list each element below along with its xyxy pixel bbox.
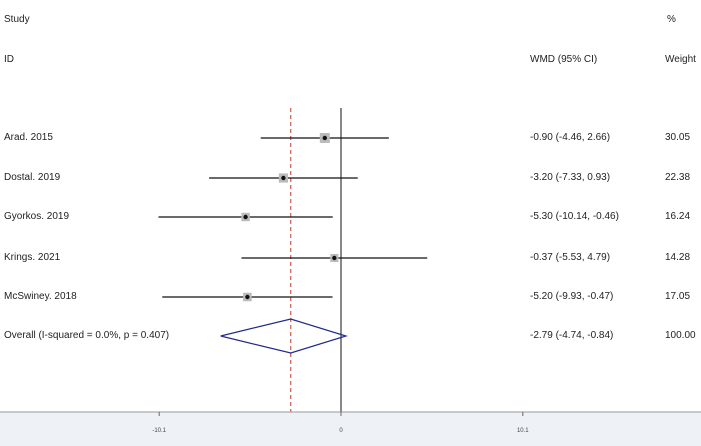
study-point [281,175,286,181]
study-weight: 22.38 [665,172,691,183]
study-ci-text: -0.90 (-4.46, 2.66) [530,132,611,143]
study-label: Gyorkos. 2019 [4,211,70,222]
x-tick-label: 10.1 [517,428,529,434]
study-ci-text: -0.37 (-5.53, 4.79) [530,252,611,263]
header-weight-percent: % [667,14,676,25]
study-point [322,135,327,141]
overall-ci-text: -2.79 (-4.74, -0.84) [530,330,614,341]
study-ci-text: -5.30 (-10.14, -0.46) [530,211,619,222]
axis-band [0,412,701,446]
study-label: Arad. 2015 [4,132,53,143]
overall-weight: 100.00 [665,330,696,341]
study-label: Dostal. 2019 [4,172,61,183]
overall-label: Overall (I-squared = 0.0%, p = 0.407) [4,330,170,341]
header-ci: WMD (95% CI) [530,54,598,65]
study-label: McSwiney. 2018 [4,291,77,302]
study-weight: 30.05 [665,132,691,143]
study-weight: 16.24 [665,211,691,222]
study-ci-text: -5.20 (-9.93, -0.47) [530,291,614,302]
study-weight: 17.05 [665,291,691,302]
header-weight: Weight [665,54,696,65]
header-id: ID [4,54,14,65]
x-tick-label: 0 [339,428,343,434]
study-ci-text: -3.20 (-7.33, 0.93) [530,172,611,183]
study-weight: 14.28 [665,252,691,263]
study-label: Krings. 2021 [4,252,61,263]
header-study: Study [4,14,30,25]
x-tick-label: -10.1 [152,428,166,434]
study-point [245,294,250,300]
overall-diamond [220,318,348,354]
study-point [332,255,337,261]
study-point [243,214,248,220]
